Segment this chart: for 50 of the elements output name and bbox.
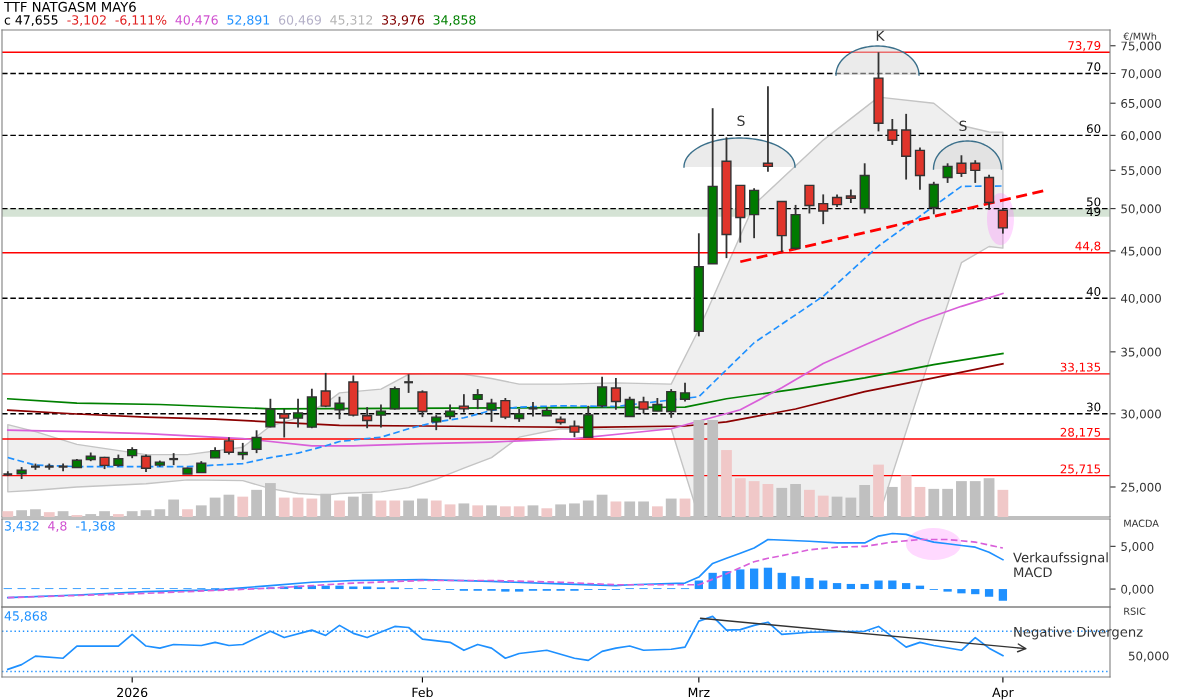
text: 33,976: [382, 15, 425, 26]
text: 34,858: [433, 15, 476, 26]
y-tick-label: 35,000: [1121, 347, 1161, 358]
y-tick-label: 30,000: [1121, 409, 1161, 420]
y-tick-label: 50,000: [1121, 204, 1161, 215]
x-tick-label: Mrz: [688, 687, 710, 697]
y-tick-label: 45,000: [1120, 246, 1161, 257]
y-tick-label: 0,000: [1121, 584, 1154, 595]
text: 52,891: [227, 15, 270, 26]
annotation: 45,868: [4, 611, 47, 622]
annotation: 3,432: [4, 521, 39, 532]
y-tick-label: 75,000: [1121, 41, 1161, 52]
y-tick-label: 5,000: [1121, 542, 1154, 553]
annotation: 4,8: [48, 521, 67, 532]
x-tick-label: Apr: [992, 687, 1014, 700]
ref-line-label: 50: [1087, 197, 1101, 207]
x-tick-label: Feb: [412, 687, 433, 698]
annotation: S: [959, 120, 967, 132]
y-tick-label: 65,000: [1121, 98, 1161, 110]
annotation: K: [876, 30, 885, 41]
text: -6,111%: [115, 15, 167, 26]
ref-line-label: 30: [1087, 402, 1101, 412]
y-tick-label: 25,000: [1121, 482, 1161, 493]
ref-line-label: 25,715: [1060, 464, 1101, 475]
y-axis-title: €/MWh: [1123, 32, 1157, 41]
y-tick-label: 70,000: [1121, 69, 1161, 80]
ref-line-label: 70: [1087, 62, 1101, 72]
chart-title: TTF NATGASM MAY6: [3, 1, 136, 12]
y-tick-label: 60,000: [1121, 131, 1161, 142]
text: c 47,655: [4, 15, 58, 26]
ref-line-label: 44,8: [1075, 241, 1101, 252]
ref-line-label: 33,135: [1060, 362, 1101, 373]
x-tick-label: 2026: [117, 687, 148, 698]
text: -3,102: [67, 15, 106, 26]
annotation: -1,368: [75, 521, 115, 532]
ref-line-label: 28,175: [1060, 427, 1101, 438]
y-tick-label: 40,000: [1120, 293, 1161, 305]
annotation: Negative Divergenz: [1014, 626, 1143, 640]
y-axis-title: RSIC: [1124, 607, 1146, 615]
annotation: S: [737, 115, 745, 127]
y-axis-title: MACDA: [1124, 519, 1159, 527]
y-tick-label: 55,000: [1121, 166, 1161, 177]
text: 60,469: [279, 15, 321, 26]
text: 50,000: [1128, 651, 1169, 662]
ref-line-label: 40: [1086, 287, 1101, 296]
text: 45,312: [330, 15, 373, 26]
annotation: Verkaufssignal MACD: [1013, 552, 1108, 578]
text: 40,476: [175, 15, 218, 26]
ref-line-label: 73,79: [1068, 41, 1101, 52]
ref-line-label: 60: [1086, 124, 1101, 134]
